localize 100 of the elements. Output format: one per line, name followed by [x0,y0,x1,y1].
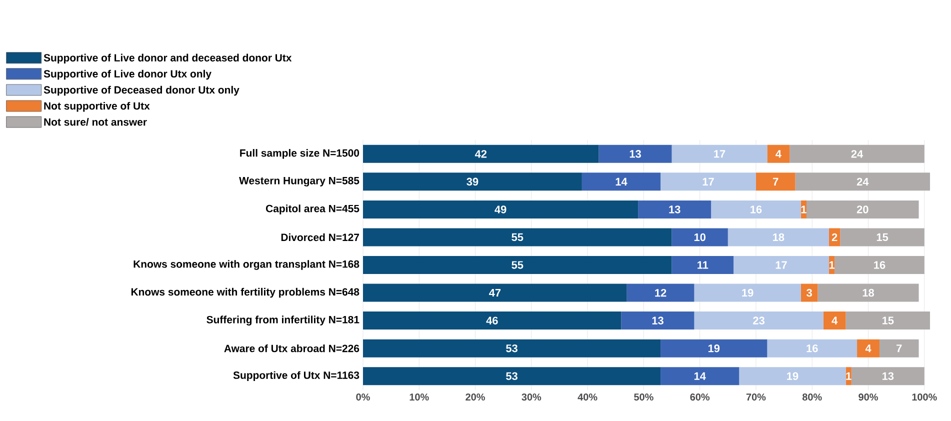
x-tick-label: 30% [522,394,542,401]
data-label: 39 [466,178,478,186]
data-label: 20 [856,206,868,214]
bar [363,200,638,218]
data-label: 42 [474,150,487,158]
x-tick-label: 60% [690,394,710,401]
bar [879,339,919,358]
bar [711,200,801,218]
data-label: 4 [776,150,782,158]
x-tick-label: 90% [858,394,878,401]
legend-label: Not sure/ not answer [44,118,147,126]
y-tick-label: Full sample size N=1500 [240,149,360,159]
bar [582,172,661,191]
y-tick-label: Knows someone with organ transplant N=168 [134,260,360,270]
y-tick-label: Western Hungary N=585 [239,176,360,186]
data-label: 24 [856,178,869,186]
x-tick-label: 0% [356,394,370,401]
data-label: 1 [829,261,834,269]
legend-label: Supportive of Live donor Utx only [44,70,212,80]
data-label: 15 [882,316,894,324]
bar [660,367,740,386]
bar [795,172,930,191]
bar [767,339,858,358]
data-label: 4 [832,316,838,324]
data-label: 13 [652,316,664,324]
legend-label: Not supportive of Utx [44,102,150,112]
data-label: 7 [773,178,778,186]
legend-label: Supportive of Live donor and deceased donor Utx [44,54,292,64]
data-label: 23 [753,316,764,324]
bar [660,172,756,191]
bar [756,172,796,191]
bar [598,144,672,163]
bar [660,339,768,358]
data-label: 2 [832,233,838,242]
bar [834,256,924,274]
data-label: 7 [896,344,902,352]
bar [823,312,846,330]
data-label: 17 [714,150,726,158]
x-tick-label: 100% [912,394,937,401]
bar [806,200,919,218]
bar [638,200,712,218]
data-label: 53 [506,344,518,352]
y-tick-label: Capitol area N=455 [266,204,360,214]
data-label: 53 [506,372,518,380]
bar [672,144,768,163]
y-tick-label: Suffering from infertility N=181 [206,316,360,326]
y-tick-label: Supportive of Utx N=1163 [233,371,360,381]
data-label: 17 [776,261,787,269]
bar [857,339,880,358]
data-label: 13 [882,372,894,380]
bar [790,144,924,163]
bar [672,228,728,246]
data-label: 13 [669,206,680,214]
data-label: 1 [846,372,852,380]
bar [694,284,801,302]
data-label: 18 [862,288,874,297]
bar [739,367,846,386]
data-label: 14 [694,372,706,380]
data-label: 11 [698,261,708,269]
bar [621,312,694,330]
bar [363,367,661,386]
bar [846,312,930,330]
bar [363,312,622,330]
data-label: 55 [512,233,524,242]
bar [734,256,829,274]
data-label: 19 [708,344,720,352]
y-tick-label: Knows someone with fertility problems N=648 [131,288,360,298]
bar [818,284,919,302]
data-label: 18 [773,233,784,242]
legend-label: Supportive of Deceased donor Utx only [44,86,240,96]
bar [363,228,672,246]
data-label: 16 [874,261,886,269]
bar [840,228,924,246]
y-tick-label: Aware of Utx abroad N=226 [224,344,360,352]
bar [851,367,924,386]
data-label: 14 [616,178,628,186]
data-label: 46 [486,316,498,324]
y-tick-label: Divorced N=127 [281,233,360,242]
x-tick-label: 80% [802,394,822,401]
bar [363,284,627,302]
data-label: 55 [512,261,524,269]
data-label: 47 [489,289,501,297]
data-label: 3 [806,288,812,297]
data-label: 17 [702,178,714,186]
x-tick-label: 50% [634,394,654,401]
data-label: 15 [876,233,888,242]
bar [672,256,734,274]
data-label: 19 [742,288,754,297]
data-label: 16 [750,206,762,214]
bar [363,172,582,191]
bar [728,228,829,246]
data-label: 1 [801,206,806,214]
bar [767,144,790,163]
data-label: 10 [694,233,706,242]
data-label: 13 [630,150,641,158]
x-tick-label: 70% [746,394,766,401]
x-tick-label: 20% [466,394,485,401]
bar [694,312,824,330]
data-label: 12 [655,288,666,297]
data-label: 49 [494,206,506,214]
